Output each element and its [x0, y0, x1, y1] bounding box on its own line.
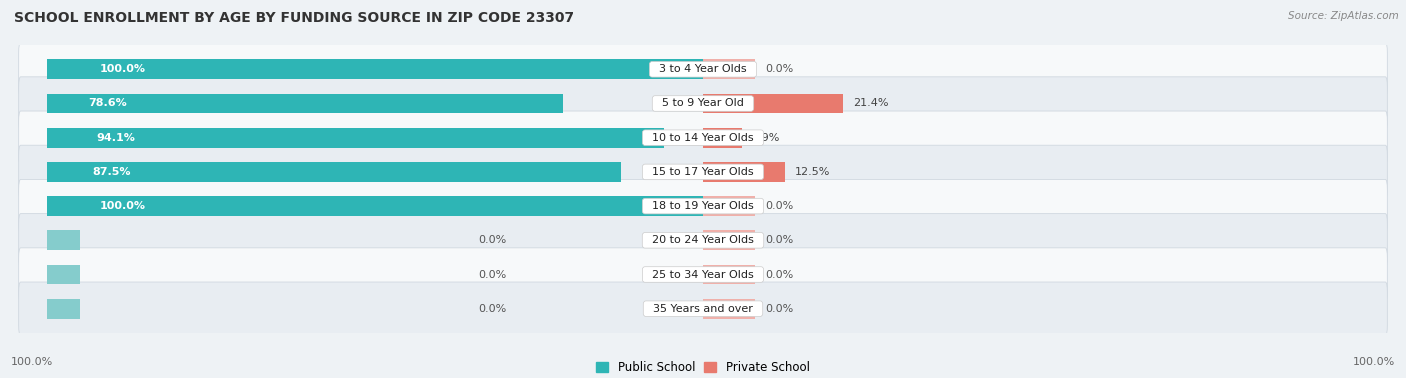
Bar — [46, 59, 703, 79]
Text: 10 to 14 Year Olds: 10 to 14 Year Olds — [645, 133, 761, 143]
Text: 3 to 4 Year Olds: 3 to 4 Year Olds — [652, 64, 754, 74]
Text: 0.0%: 0.0% — [478, 304, 506, 314]
Text: 5 to 9 Year Old: 5 to 9 Year Old — [655, 99, 751, 108]
Bar — [46, 230, 80, 250]
FancyBboxPatch shape — [18, 111, 1388, 164]
Bar — [703, 265, 755, 284]
Bar — [46, 299, 80, 319]
Text: 35 Years and over: 35 Years and over — [647, 304, 759, 314]
Text: 0.0%: 0.0% — [478, 235, 506, 245]
Bar — [703, 128, 742, 148]
Bar — [46, 265, 80, 284]
Text: 20 to 24 Year Olds: 20 to 24 Year Olds — [645, 235, 761, 245]
Text: 15 to 17 Year Olds: 15 to 17 Year Olds — [645, 167, 761, 177]
Bar — [703, 299, 755, 319]
Bar — [703, 162, 785, 182]
Text: 94.1%: 94.1% — [96, 133, 135, 143]
Text: 100.0%: 100.0% — [100, 64, 145, 74]
FancyBboxPatch shape — [18, 43, 1388, 96]
FancyBboxPatch shape — [18, 214, 1388, 267]
Text: 5.9%: 5.9% — [752, 133, 780, 143]
Bar — [703, 230, 755, 250]
Text: SCHOOL ENROLLMENT BY AGE BY FUNDING SOURCE IN ZIP CODE 23307: SCHOOL ENROLLMENT BY AGE BY FUNDING SOUR… — [14, 11, 574, 25]
Text: 0.0%: 0.0% — [765, 64, 793, 74]
Text: Source: ZipAtlas.com: Source: ZipAtlas.com — [1288, 11, 1399, 21]
Bar — [46, 128, 664, 148]
FancyBboxPatch shape — [18, 282, 1388, 335]
Text: 25 to 34 Year Olds: 25 to 34 Year Olds — [645, 270, 761, 279]
Text: 0.0%: 0.0% — [478, 270, 506, 279]
FancyBboxPatch shape — [18, 145, 1388, 198]
Bar — [46, 94, 562, 113]
Bar — [703, 59, 755, 79]
Bar — [46, 196, 703, 216]
Text: 87.5%: 87.5% — [93, 167, 131, 177]
Text: 12.5%: 12.5% — [794, 167, 830, 177]
Text: 100.0%: 100.0% — [1353, 357, 1395, 367]
FancyBboxPatch shape — [18, 248, 1388, 301]
Text: 21.4%: 21.4% — [853, 99, 889, 108]
FancyBboxPatch shape — [18, 180, 1388, 233]
Text: 0.0%: 0.0% — [765, 235, 793, 245]
Text: 18 to 19 Year Olds: 18 to 19 Year Olds — [645, 201, 761, 211]
Bar — [703, 94, 844, 113]
Bar — [46, 162, 621, 182]
Bar — [703, 196, 755, 216]
Text: 100.0%: 100.0% — [11, 357, 53, 367]
Text: 0.0%: 0.0% — [765, 270, 793, 279]
Text: 78.6%: 78.6% — [89, 99, 127, 108]
Text: 0.0%: 0.0% — [765, 304, 793, 314]
Legend: Public School, Private School: Public School, Private School — [592, 356, 814, 378]
Text: 100.0%: 100.0% — [100, 201, 145, 211]
Text: 0.0%: 0.0% — [765, 201, 793, 211]
FancyBboxPatch shape — [18, 77, 1388, 130]
